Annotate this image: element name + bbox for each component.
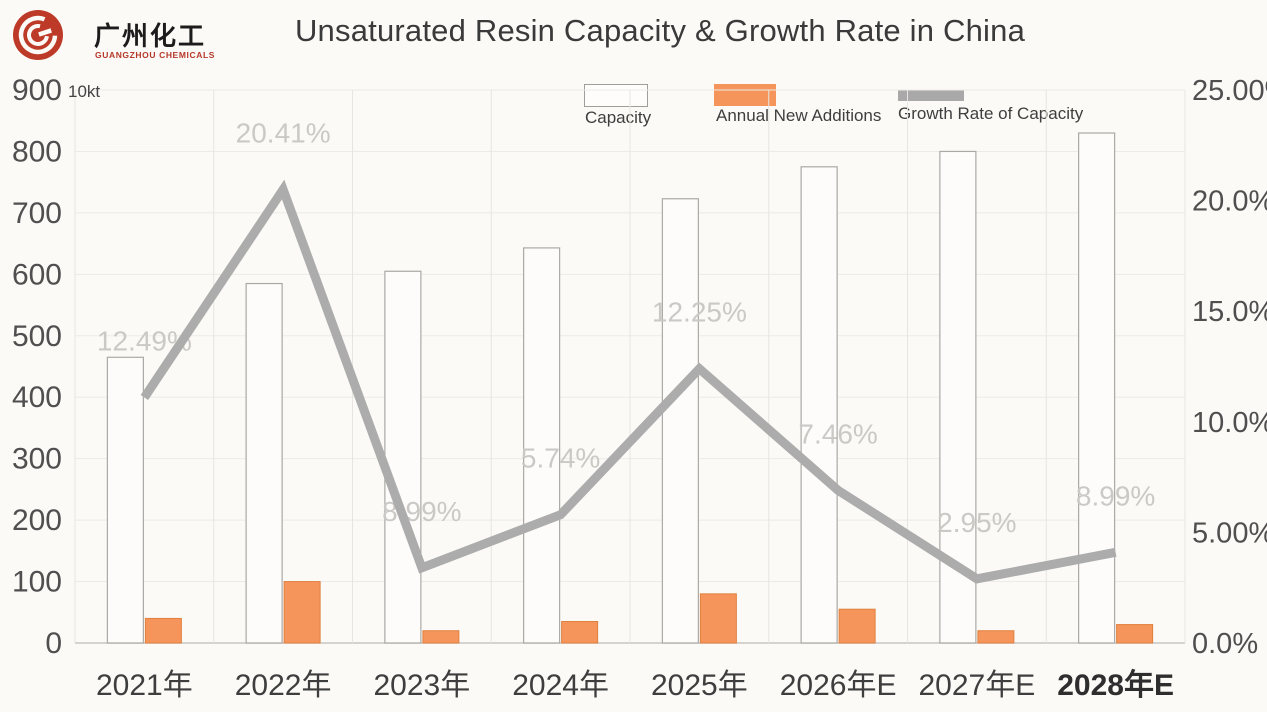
additions-bar [144, 617, 182, 644]
additions-bar [283, 581, 321, 644]
additions-bar [422, 630, 460, 644]
right-axis-tick: 0.0% [1192, 628, 1258, 660]
additions-bar [699, 593, 737, 644]
x-axis-tick: 2023年 [374, 669, 471, 702]
x-axis-tick: 2026年E [780, 669, 897, 702]
growth-rate-label: 2.95% [937, 507, 1016, 538]
capacity-bar [106, 356, 144, 644]
left-axis-tick: 300 [12, 443, 62, 476]
left-axis-tick: 100 [12, 566, 62, 599]
additions-bar [561, 620, 599, 644]
growth-rate-label: 5.74% [521, 443, 600, 474]
capacity-bar [800, 166, 838, 644]
growth-rate-label: 12.25% [652, 297, 747, 328]
left-axis-tick: 900 [12, 74, 62, 107]
company-name-en: GUANGZHOU CHEMICALS [95, 50, 216, 60]
additions-bar [1116, 624, 1154, 644]
left-axis-tick: 200 [12, 504, 62, 537]
growth-rate-label: 20.41% [236, 118, 331, 149]
legend-growth-label: Growth Rate of Capacity [898, 104, 1084, 123]
capacity-bar [384, 270, 422, 644]
x-axis-tick: 2025年 [651, 669, 748, 702]
capacity-bar [1078, 132, 1116, 644]
right-axis-tick: 25.00% [1192, 75, 1267, 107]
x-axis-tick: 2027年E [919, 669, 1036, 702]
x-axis-tick: 2021年 [96, 669, 193, 702]
growth-rate-label: 7.46% [798, 418, 877, 449]
x-axis-tick: 2024年 [512, 669, 609, 702]
capacity-bar [661, 198, 699, 644]
right-axis-tick: 20.0% [1192, 186, 1267, 218]
capacity-bar [245, 282, 283, 644]
growth-rate-line [140, 179, 1117, 584]
left-axis-tick: 500 [12, 320, 62, 353]
left-axis-tick: 400 [12, 381, 62, 414]
right-axis-tick: 10.0% [1192, 407, 1267, 439]
additions-bar [977, 630, 1015, 644]
left-axis-tick: 800 [12, 135, 62, 168]
additions-bar [838, 608, 876, 644]
growth-rate-label: 8.99% [1076, 480, 1155, 511]
left-axis-tick: 0 [45, 627, 62, 660]
company-name-cn: 广州化工 [94, 21, 207, 51]
left-axis-tick: 600 [12, 258, 62, 291]
company-logo: 广州化工 GUANGZHOU CHEMICALS [8, 4, 268, 64]
left-axis-tick: 700 [12, 197, 62, 230]
x-axis-tick: 2028年E [1057, 669, 1174, 702]
left-axis-unit-label: 10kt [68, 82, 100, 101]
x-axis-tick: 2022年 [235, 669, 332, 702]
legend-capacity-label: Capacity [585, 108, 652, 127]
capacity-bar [523, 247, 561, 644]
right-axis-tick: 15.0% [1192, 296, 1267, 328]
legend-additions-label: Annual New Additions [716, 106, 882, 125]
chart-title: Unsaturated Resin Capacity & Growth Rate… [294, 13, 1026, 48]
concentric-g-icon [13, 10, 63, 60]
legend-growth-swatch [898, 90, 964, 101]
right-axis-tick: 5.00% [1192, 517, 1267, 549]
